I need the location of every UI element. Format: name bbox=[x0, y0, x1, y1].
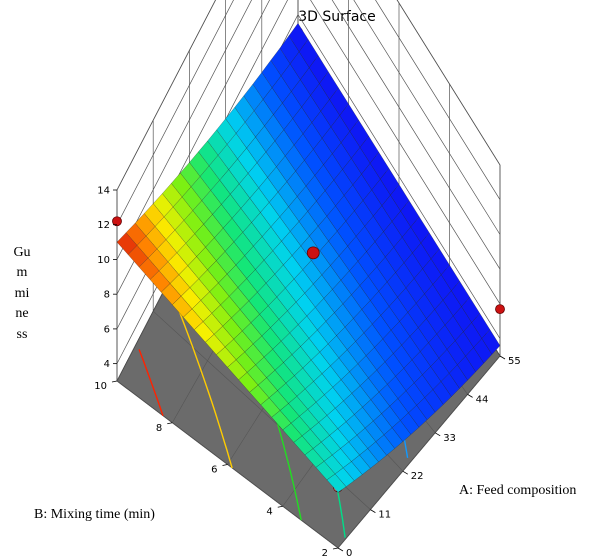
z-axis-label-line: m bbox=[17, 265, 28, 280]
y-tick-mark bbox=[332, 547, 339, 550]
x-tick-mark bbox=[402, 470, 409, 475]
design-point bbox=[306, 246, 320, 260]
y-axis-label: B: Mixing time (min) bbox=[34, 507, 155, 522]
contour-line bbox=[172, 295, 233, 469]
x-tick-mark bbox=[337, 547, 344, 552]
z-tick-label: 14 bbox=[97, 186, 110, 197]
y-tick-label: 6 bbox=[211, 465, 217, 476]
y-tick-label: 4 bbox=[266, 506, 272, 517]
x-tick-label: 33 bbox=[443, 433, 456, 444]
design-point bbox=[112, 216, 122, 227]
x-tick-mark bbox=[499, 355, 506, 360]
y-tick-label: 2 bbox=[322, 548, 328, 556]
y-tick-label: 10 bbox=[94, 381, 107, 392]
y-tick-mark bbox=[111, 380, 118, 383]
design-points-above bbox=[112, 216, 505, 315]
y-tick-mark bbox=[167, 422, 173, 425]
x-tick-label: 11 bbox=[378, 510, 391, 521]
z-axis-label-line: mi bbox=[15, 286, 30, 301]
z-tick-label: 6 bbox=[104, 324, 110, 335]
x-tick-mark bbox=[467, 394, 473, 398]
y-tick-mark bbox=[222, 464, 228, 466]
design-point bbox=[495, 304, 505, 315]
wall-grid-line bbox=[116, 0, 501, 225]
x-axis-label: A: Feed composition bbox=[459, 483, 576, 498]
z-axis-label: Gu m mi ne ss bbox=[13, 245, 30, 342]
z-tick-label: 10 bbox=[97, 255, 110, 266]
y-tick-mark bbox=[277, 505, 283, 508]
x-tick-label: 55 bbox=[508, 356, 521, 367]
z-axis-label-line: Gu bbox=[13, 245, 30, 260]
y-tick-label: 8 bbox=[156, 423, 162, 434]
z-tick-label: 4 bbox=[104, 359, 110, 370]
x-tick-mark bbox=[370, 509, 376, 513]
surface-cell bbox=[326, 473, 347, 493]
z-axis-label-line: ss bbox=[17, 327, 28, 342]
z-tick-label: 12 bbox=[97, 220, 110, 231]
wall-grid-line bbox=[116, 0, 501, 260]
floor-grid-line bbox=[337, 355, 501, 549]
contour-line bbox=[138, 349, 164, 417]
z-tick-label: 8 bbox=[104, 290, 110, 301]
x-tick-label: 44 bbox=[476, 394, 489, 405]
x-tick-label: 0 bbox=[346, 548, 352, 556]
x-tick-mark bbox=[434, 432, 441, 437]
chart-title: 3D Surface bbox=[298, 9, 375, 25]
z-axis-label-line: ne bbox=[15, 306, 28, 321]
tick-labels: 0 11 22 33 44 55 2 4 6 8 10 4 6 8 10 12 14 bbox=[94, 186, 520, 556]
x-tick-label: 22 bbox=[411, 471, 424, 482]
response-surface bbox=[116, 22, 501, 493]
wall-grid-line bbox=[116, 0, 501, 191]
